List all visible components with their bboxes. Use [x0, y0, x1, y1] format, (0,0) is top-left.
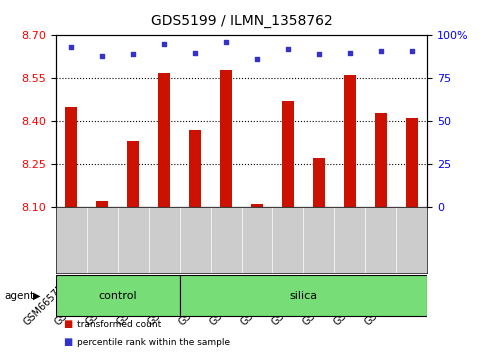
Bar [180, 275, 427, 316]
Text: percentile rank within the sample: percentile rank within the sample [77, 338, 230, 347]
Bar [282, 101, 294, 207]
Text: GDS5199 / ILMN_1358762: GDS5199 / ILMN_1358762 [151, 14, 332, 28]
Bar [65, 107, 77, 207]
Bar [344, 75, 356, 207]
Bar [189, 130, 201, 207]
Point [346, 50, 354, 55]
Bar [406, 118, 418, 207]
Text: ▶: ▶ [32, 291, 40, 301]
Bar [313, 159, 325, 207]
Point [160, 41, 168, 47]
Bar [96, 201, 108, 207]
Point [67, 45, 75, 50]
Point [377, 48, 385, 54]
Bar [127, 141, 139, 207]
Point [408, 48, 416, 54]
Point [191, 50, 199, 55]
Text: silica: silica [289, 291, 317, 301]
Point [284, 46, 292, 52]
Text: ■: ■ [63, 319, 72, 329]
Bar [375, 113, 387, 207]
Text: transformed count: transformed count [77, 320, 161, 329]
Text: agent: agent [5, 291, 35, 301]
Bar [251, 204, 263, 207]
Point [129, 51, 137, 57]
Bar [158, 73, 170, 207]
Point [222, 39, 230, 45]
Point [315, 51, 323, 57]
Text: control: control [98, 291, 137, 301]
Point [98, 53, 106, 59]
Point [253, 57, 261, 62]
Text: ■: ■ [63, 337, 72, 347]
Bar [56, 275, 180, 316]
Bar [220, 70, 232, 207]
